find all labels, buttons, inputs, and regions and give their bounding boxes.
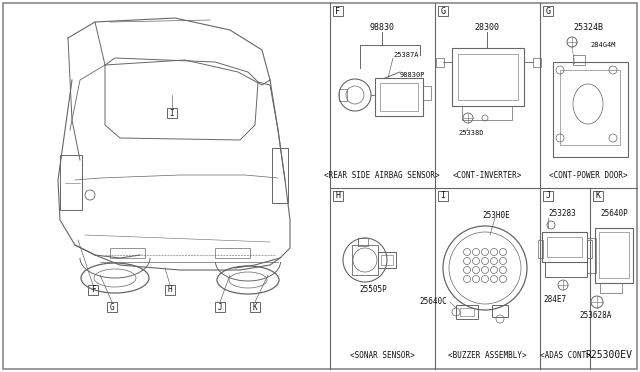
Bar bbox=[380, 83, 418, 111]
Bar bbox=[165, 285, 175, 295]
Bar bbox=[553, 62, 628, 157]
Text: R25300EV: R25300EV bbox=[585, 350, 632, 360]
Bar bbox=[88, 285, 98, 295]
Text: G: G bbox=[545, 6, 550, 16]
Text: 25505P: 25505P bbox=[359, 285, 387, 295]
Text: G: G bbox=[440, 6, 445, 16]
Bar bbox=[599, 232, 629, 278]
Text: <ADAS CONT>: <ADAS CONT> bbox=[540, 350, 591, 359]
Bar bbox=[107, 302, 117, 312]
Bar bbox=[438, 6, 448, 16]
Text: J: J bbox=[218, 302, 222, 311]
Text: 25324B: 25324B bbox=[573, 23, 603, 32]
Bar bbox=[333, 6, 343, 16]
Bar bbox=[452, 48, 524, 106]
Text: 25338D: 25338D bbox=[458, 130, 483, 136]
Text: F: F bbox=[335, 6, 340, 16]
Bar bbox=[339, 89, 347, 101]
Bar bbox=[458, 54, 518, 100]
Bar bbox=[167, 108, 177, 118]
Bar bbox=[593, 191, 603, 201]
Text: 253H0E: 253H0E bbox=[483, 211, 510, 219]
Bar bbox=[492, 305, 508, 317]
Bar bbox=[333, 191, 343, 201]
Text: H: H bbox=[335, 192, 340, 201]
Text: J: J bbox=[545, 192, 550, 201]
Text: 253283: 253283 bbox=[548, 208, 576, 218]
Text: 284E7: 284E7 bbox=[543, 295, 566, 305]
Text: <CONT-POWER DOOR>: <CONT-POWER DOOR> bbox=[548, 170, 627, 180]
Bar bbox=[375, 78, 423, 116]
Bar bbox=[352, 245, 378, 275]
Bar bbox=[587, 240, 592, 258]
Bar bbox=[215, 248, 250, 258]
Text: <CONT-INVERTER>: <CONT-INVERTER> bbox=[452, 170, 522, 180]
Bar bbox=[545, 262, 587, 277]
Bar bbox=[381, 255, 393, 265]
Bar bbox=[215, 302, 225, 312]
Bar bbox=[272, 148, 288, 203]
Bar bbox=[542, 232, 587, 262]
Bar bbox=[250, 302, 260, 312]
Text: 25387A: 25387A bbox=[393, 52, 419, 58]
Bar bbox=[543, 191, 553, 201]
Text: K: K bbox=[253, 302, 257, 311]
Bar bbox=[547, 237, 582, 257]
Text: G: G bbox=[109, 302, 115, 311]
Bar bbox=[595, 228, 633, 283]
Bar bbox=[358, 238, 368, 246]
Bar bbox=[60, 155, 82, 210]
Text: F: F bbox=[91, 285, 95, 295]
Text: 25640P: 25640P bbox=[600, 208, 628, 218]
Bar bbox=[587, 238, 596, 273]
Text: <REAR SIDE AIRBAG SENSOR>: <REAR SIDE AIRBAG SENSOR> bbox=[324, 170, 440, 180]
Bar bbox=[378, 252, 396, 268]
Bar bbox=[460, 308, 474, 316]
Bar bbox=[423, 86, 431, 100]
Bar bbox=[110, 248, 145, 258]
Bar bbox=[600, 283, 622, 293]
Bar bbox=[533, 58, 541, 67]
Text: H: H bbox=[168, 285, 172, 295]
Text: 284G4M: 284G4M bbox=[590, 42, 616, 48]
Text: K: K bbox=[595, 192, 600, 201]
Bar bbox=[438, 191, 448, 201]
Bar bbox=[462, 106, 512, 120]
Bar bbox=[560, 70, 620, 145]
Text: <SONAR SENSOR>: <SONAR SENSOR> bbox=[349, 350, 414, 359]
Text: 28300: 28300 bbox=[474, 23, 499, 32]
Text: 25640C: 25640C bbox=[419, 298, 447, 307]
Text: 253628A: 253628A bbox=[580, 311, 612, 320]
Bar bbox=[538, 240, 543, 258]
Text: I: I bbox=[440, 192, 445, 201]
Text: I: I bbox=[170, 109, 174, 118]
Text: 98830P: 98830P bbox=[400, 72, 426, 78]
Bar bbox=[456, 305, 478, 319]
Bar bbox=[543, 6, 553, 16]
Text: <BUZZER ASSEMBLY>: <BUZZER ASSEMBLY> bbox=[448, 350, 526, 359]
Bar bbox=[436, 58, 444, 67]
Text: 98830: 98830 bbox=[369, 23, 394, 32]
Bar bbox=[573, 55, 585, 65]
